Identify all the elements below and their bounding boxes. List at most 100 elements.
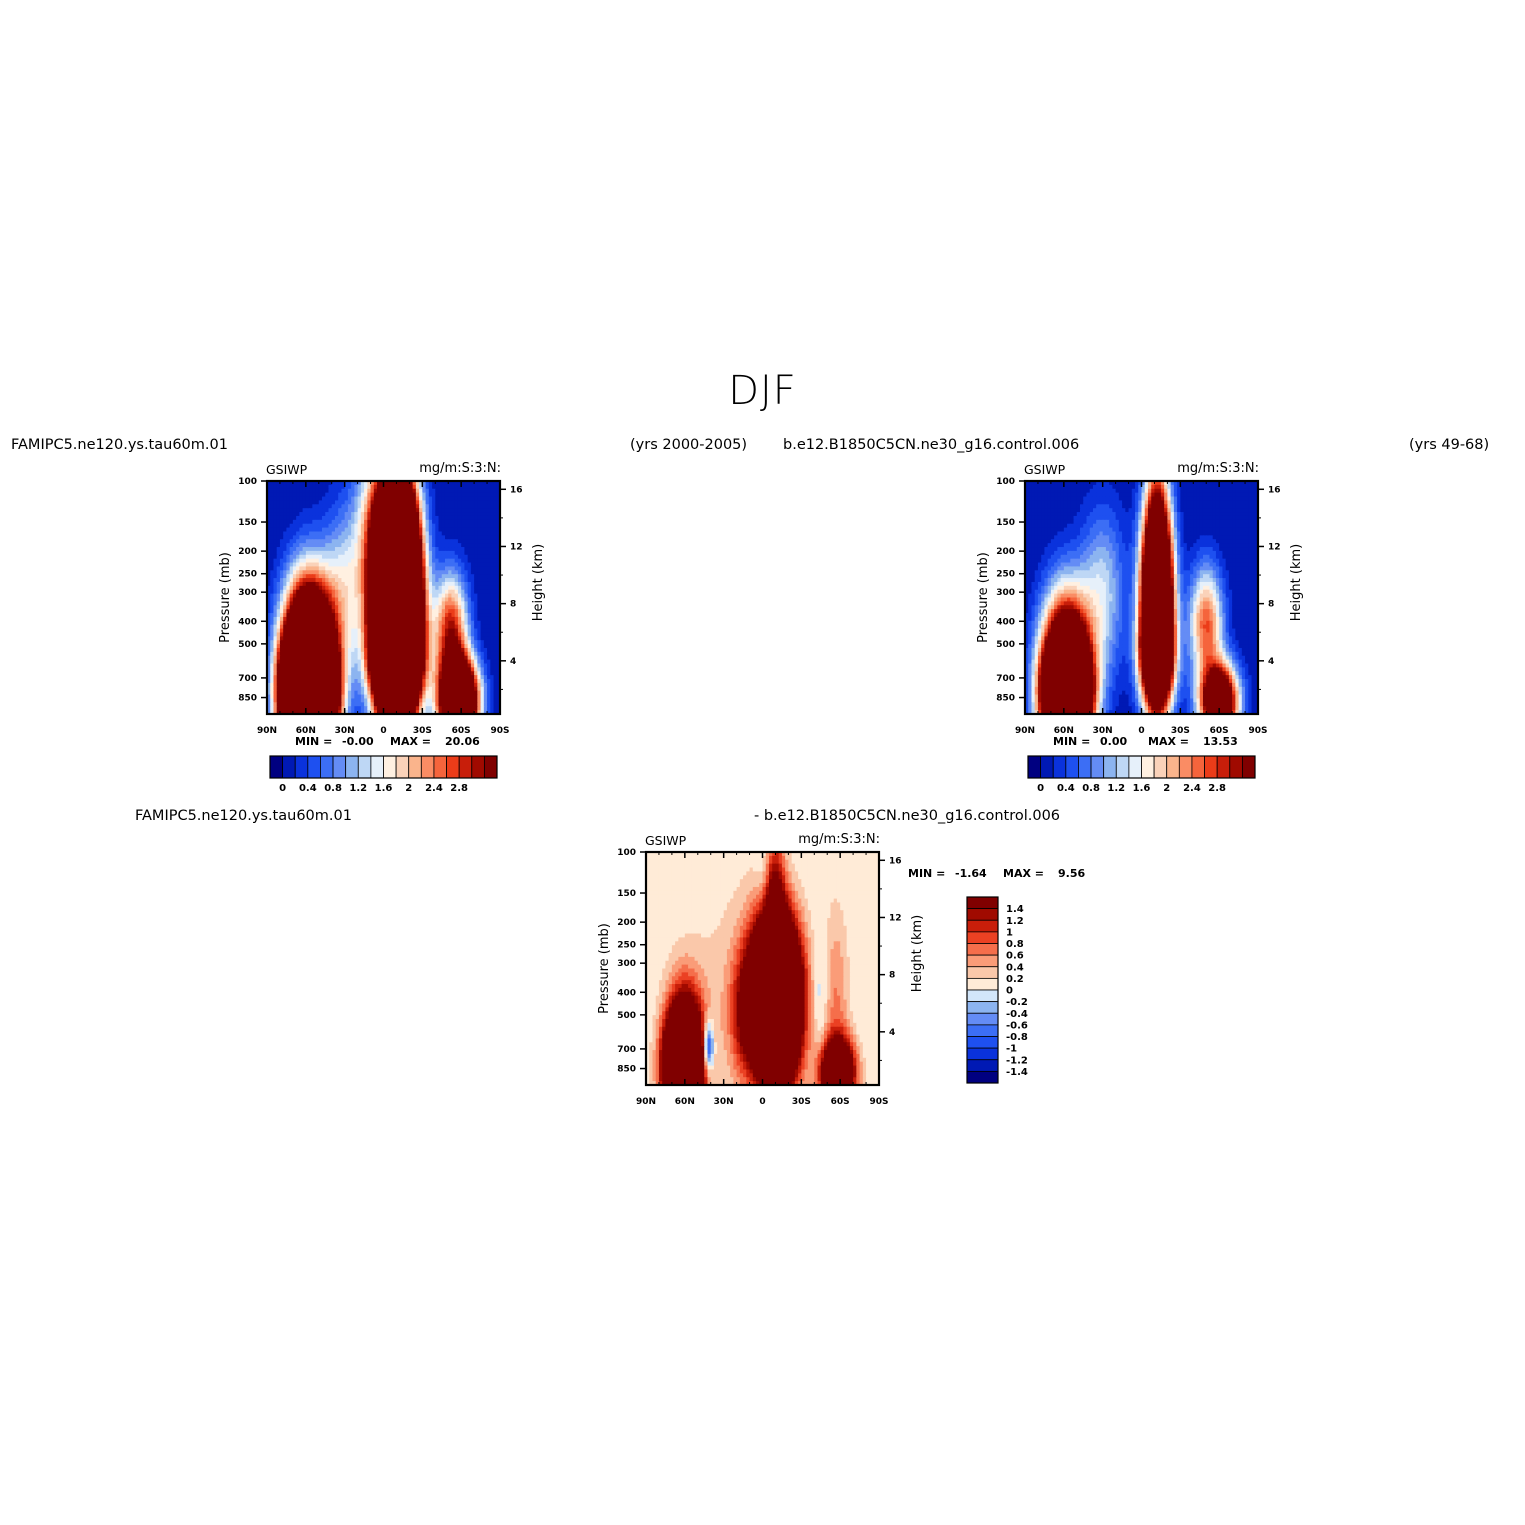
panel-model-cell bbox=[470, 512, 475, 517]
panel-model-cell bbox=[441, 581, 446, 587]
panel-model-cell bbox=[309, 566, 313, 571]
panel-model-cell bbox=[354, 515, 359, 521]
panel-model-cell bbox=[467, 578, 472, 583]
panel-model-cell bbox=[351, 484, 355, 490]
panel-model-cell bbox=[299, 651, 304, 657]
panel-model-cell bbox=[464, 566, 469, 571]
panel-model-cell bbox=[296, 686, 300, 692]
panel-model-cell bbox=[451, 644, 456, 649]
panel-model-cell bbox=[364, 651, 368, 657]
panel-model-cell bbox=[393, 481, 398, 486]
panel-model-cell bbox=[315, 593, 320, 599]
panel-model-cell bbox=[380, 644, 385, 649]
panel-model-cell bbox=[328, 651, 333, 657]
panel-model-cell bbox=[354, 562, 359, 568]
panel-model-cell bbox=[474, 585, 478, 591]
panel-model-cell bbox=[322, 523, 326, 529]
panel-model-cell bbox=[377, 519, 381, 525]
panel-control-cell bbox=[1031, 481, 1036, 486]
panel-control-cell bbox=[1180, 500, 1185, 505]
panel-model-cell bbox=[270, 613, 275, 618]
panel-control-cell bbox=[1141, 488, 1146, 494]
panel-model-cell bbox=[448, 492, 453, 498]
panel-model-cell bbox=[402, 659, 407, 665]
panel-model-cell bbox=[480, 640, 485, 645]
panel-model-cell bbox=[461, 667, 466, 672]
panel-model-cell bbox=[441, 547, 446, 552]
panel-model-cell bbox=[396, 690, 401, 696]
panel-model-cell bbox=[302, 620, 307, 626]
panel-model-cell bbox=[276, 682, 281, 688]
panel-model-cell bbox=[351, 558, 355, 564]
panel-model-cell bbox=[370, 647, 375, 653]
panel-model-cell bbox=[325, 570, 330, 575]
panel-model-cell bbox=[370, 519, 375, 525]
panel-model-cell bbox=[312, 543, 317, 548]
panel-control-cell bbox=[1157, 508, 1162, 513]
panel-model-cell bbox=[444, 640, 449, 645]
panel-model-cell bbox=[386, 679, 391, 684]
panel-model-cell bbox=[292, 504, 297, 509]
panel-model-cell bbox=[312, 531, 317, 536]
panel-model-cell bbox=[357, 644, 362, 649]
panel-model-cell bbox=[428, 682, 433, 688]
panel-model-cell bbox=[487, 543, 491, 548]
panel-model-cell bbox=[496, 675, 501, 680]
panel-model-cell bbox=[483, 574, 488, 579]
panel-model-cell bbox=[422, 624, 427, 630]
panel-model-cell bbox=[292, 519, 297, 525]
panel-model-cell bbox=[402, 605, 407, 610]
panel-model-cell bbox=[377, 481, 381, 486]
panel-model-cell bbox=[419, 679, 423, 684]
panel-model-cell bbox=[325, 636, 330, 641]
panel-model-cell bbox=[464, 531, 469, 536]
panel-model-cell bbox=[435, 698, 440, 703]
panel-model-cell bbox=[283, 667, 288, 672]
panel-model-cell bbox=[386, 620, 391, 626]
panel-model-cell bbox=[315, 562, 320, 568]
panel-model-cell bbox=[364, 686, 368, 692]
panel-model-cell bbox=[419, 558, 423, 564]
panel-model-cell bbox=[296, 609, 300, 614]
panel-model-cell bbox=[470, 578, 475, 583]
panel-model-cell bbox=[444, 566, 449, 571]
panel-model-cell bbox=[425, 578, 430, 583]
panel-model-cell bbox=[422, 481, 427, 486]
panel-model-cell bbox=[402, 504, 407, 509]
panel-model-cell bbox=[309, 636, 313, 641]
panel-model-cell bbox=[451, 667, 456, 672]
panel-model-cell bbox=[477, 632, 482, 637]
panel-model-cell bbox=[344, 558, 349, 564]
panel-model-cell bbox=[474, 566, 478, 571]
panel-control-cell bbox=[1115, 500, 1120, 505]
panel-model-cell bbox=[432, 500, 436, 505]
panel-model-cell bbox=[289, 616, 294, 622]
panel-model-cell bbox=[373, 578, 378, 583]
panel-model-cell bbox=[377, 702, 381, 707]
panel-model-cell bbox=[432, 702, 436, 707]
panel-model-cell bbox=[441, 663, 446, 668]
panel-model-cell bbox=[292, 481, 297, 486]
panel-model-cell bbox=[441, 624, 446, 630]
panel-model-cell bbox=[315, 682, 320, 688]
panel-control-cell bbox=[1099, 481, 1104, 486]
panel-model-cell bbox=[296, 488, 300, 494]
panel-model-cell bbox=[432, 694, 436, 700]
panel-model-cell bbox=[325, 578, 330, 583]
panel-model-cell bbox=[370, 492, 375, 498]
panel-model-cell bbox=[347, 686, 352, 692]
panel-model-cell bbox=[347, 682, 352, 688]
panel-model-cell bbox=[412, 508, 417, 513]
panel-model-cell bbox=[377, 694, 381, 700]
panel-model-cell bbox=[457, 550, 462, 556]
panel-model-cell bbox=[351, 539, 355, 544]
panel-model-cell bbox=[289, 647, 294, 653]
panel-model-cell bbox=[364, 601, 368, 606]
panel-model-cell bbox=[470, 481, 475, 486]
panel-model-y2label: Height (km) bbox=[531, 544, 546, 621]
panel-model-cell bbox=[318, 589, 323, 595]
panel-model-cell bbox=[451, 496, 456, 502]
panel-model-cell bbox=[396, 562, 401, 568]
panel-model-cell bbox=[467, 566, 472, 571]
panel-model-cell bbox=[399, 679, 404, 684]
